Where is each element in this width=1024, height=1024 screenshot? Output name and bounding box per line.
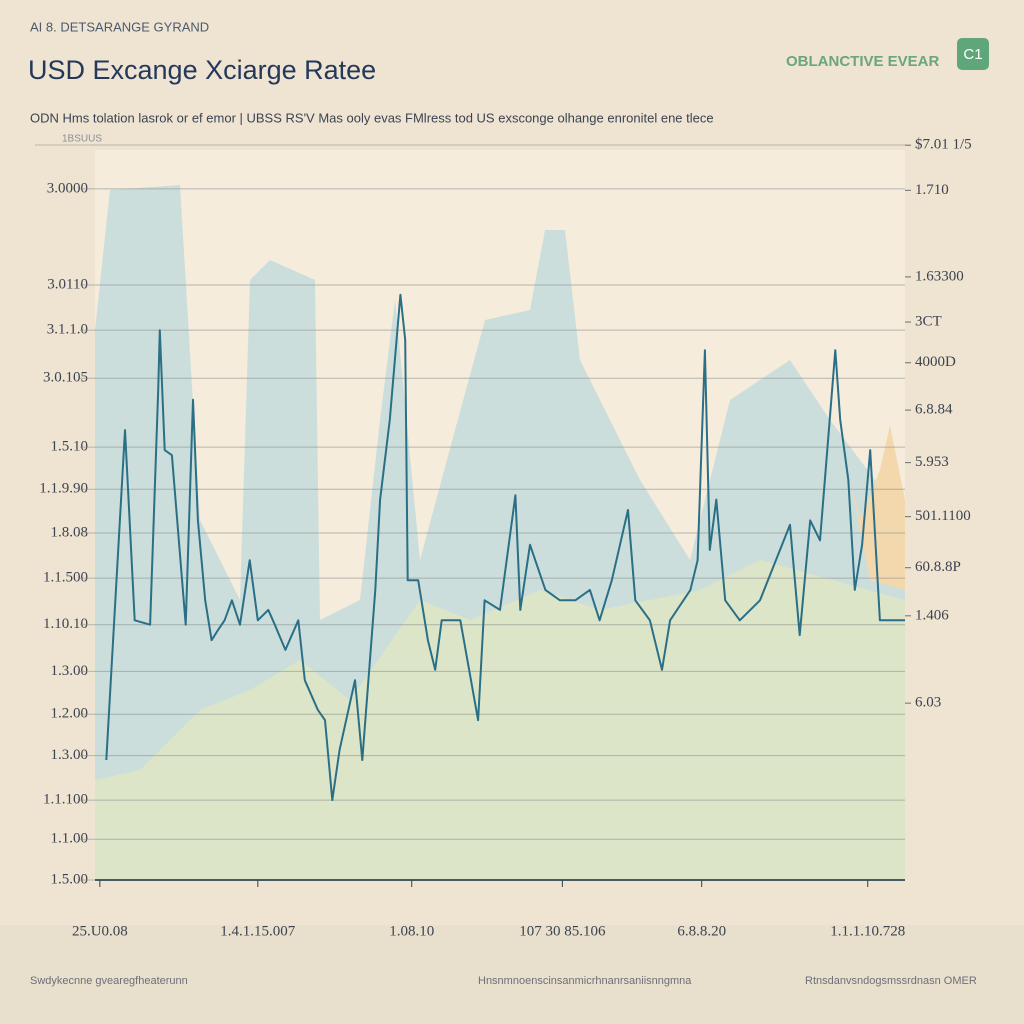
y-tick-label: 1.2.00 <box>51 706 89 722</box>
y2-tick-label: 6.8.84 <box>915 402 953 418</box>
subtitle: ODN Hms tolation lasrok or ef emor | UBS… <box>30 110 714 125</box>
y-tick-label: 1.1.00 <box>51 831 89 847</box>
line-series <box>105 293 905 802</box>
y-tick-label: 1.8.08 <box>51 524 89 540</box>
y-tick-label: 1.10.10 <box>43 616 88 632</box>
y2-tick-label: $7.01 1/5 <box>915 137 972 153</box>
kicker: AI 8. DETSARANGE GYRAND <box>30 19 209 34</box>
y2-tick-label: 6.03 <box>915 695 941 711</box>
x-tick-label: 6.8.8.20 <box>677 923 726 939</box>
x-tick-label: 1.08.10 <box>389 923 434 939</box>
y2-tick-label: 501.1100 <box>915 508 971 524</box>
y2-tick-label: 4000D <box>915 354 956 370</box>
footer-band <box>0 925 1024 1024</box>
brand: OBLANCTIVE EVEAR <box>786 53 940 70</box>
y-tick-label: 1.3.00 <box>51 747 89 763</box>
y2-tick-label: 1.406 <box>915 607 949 623</box>
y-tick-label: 3.1.1.0 <box>47 322 88 338</box>
chart-title: USD Excange Xciarge Ratee <box>28 55 376 85</box>
y2-tick-label: 60.8.8P <box>915 559 961 575</box>
y2-tick-label: 5.953 <box>915 454 949 470</box>
x-tick-label: 1.4.1.15.007 <box>220 923 296 939</box>
y-tick-label: 1.1.9.90 <box>39 481 88 497</box>
y2-tick-label: 3CT <box>915 313 942 329</box>
y-tick-label: 3.0000 <box>47 180 88 196</box>
y2-tick-label: 1.710 <box>915 182 949 198</box>
y-tick-label: 3.0.105 <box>43 370 88 386</box>
y-tick-label: 1.1.500 <box>43 570 88 586</box>
x-tick-label: 25.U0.08 <box>72 923 128 939</box>
badge[interactable]: C1 <box>963 46 982 63</box>
footer-note: Hnsnmnoenscinsanmicrhnanrsaniisnngmna <box>478 975 692 987</box>
backdrop-area <box>850 425 905 590</box>
y2-tick-label: 1.63300 <box>915 268 964 284</box>
footer-note: Swdykecnne gvearegfheaterunn <box>30 975 188 987</box>
axis-note: 1BSUUS <box>62 134 102 145</box>
badge-icon[interactable] <box>957 38 989 70</box>
x-tick-label: 1.1.1.10.728 <box>830 923 905 939</box>
y-tick-label: 1.5.00 <box>51 871 89 887</box>
y-tick-label: 1.1.100 <box>43 792 88 808</box>
y-tick-label: 1.3.00 <box>51 663 89 679</box>
footer-note: Rtnsdanvsndogsmssrdnasn OMER <box>805 975 977 987</box>
y-tick-label: 1.5.10 <box>51 439 89 455</box>
x-tick-label: 107 30 85.106 <box>519 923 606 939</box>
y-tick-label: 3.0110 <box>47 276 88 292</box>
